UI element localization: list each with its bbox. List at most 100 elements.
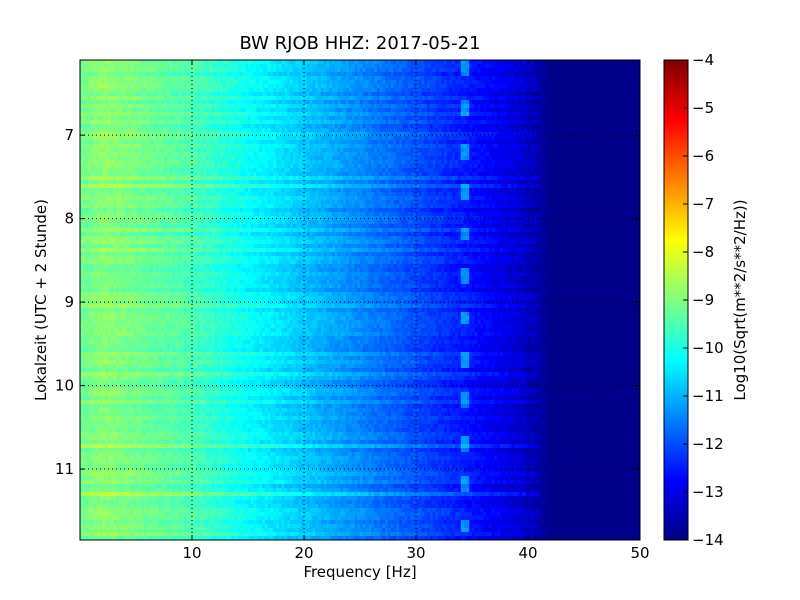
spectrogram-cell bbox=[550, 152, 553, 156]
spectrogram-cell bbox=[256, 92, 259, 96]
spectrogram-cell bbox=[368, 64, 371, 68]
spectrogram-cell bbox=[458, 140, 461, 144]
spectrogram-cell bbox=[349, 132, 352, 136]
spectrogram-cell bbox=[315, 148, 318, 152]
spectrogram-cell bbox=[472, 116, 475, 120]
spectrogram-cell bbox=[237, 124, 240, 128]
spectrogram-cell bbox=[478, 148, 481, 152]
spectrogram-cell bbox=[573, 92, 576, 96]
spectrogram-cell bbox=[475, 68, 478, 72]
spectrogram-cell bbox=[125, 104, 128, 108]
spectrogram-cell bbox=[214, 104, 217, 108]
spectrogram-cell bbox=[116, 148, 119, 152]
spectrogram-cell bbox=[455, 112, 458, 116]
spectrogram-cell bbox=[105, 148, 108, 152]
spectrogram-cell bbox=[494, 120, 497, 124]
spectrogram-cell bbox=[534, 112, 537, 116]
spectrogram-cell bbox=[592, 80, 595, 84]
spectrogram-cell bbox=[573, 80, 576, 84]
spectrogram-cell bbox=[559, 88, 562, 92]
spectrogram-cell bbox=[298, 144, 301, 148]
spectrogram-cell bbox=[626, 124, 629, 128]
spectrogram-cell bbox=[343, 116, 346, 120]
spectrogram-cell bbox=[452, 140, 455, 144]
spectrogram-cell bbox=[497, 120, 500, 124]
spectrogram-cell bbox=[153, 132, 156, 136]
spectrogram-cell bbox=[167, 140, 170, 144]
spectrogram-cell bbox=[296, 60, 299, 64]
spectrogram-cell bbox=[352, 140, 355, 144]
spectrogram-cell bbox=[539, 128, 542, 132]
spectrogram-cell bbox=[506, 60, 509, 64]
spectrogram-cell bbox=[128, 156, 131, 160]
spectrogram-cell bbox=[391, 64, 394, 68]
spectrogram-cell bbox=[385, 104, 388, 108]
spectrogram-cell bbox=[307, 84, 310, 88]
spectrogram-cell bbox=[489, 92, 492, 96]
spectrogram-cell bbox=[503, 96, 506, 100]
spectrogram-cell bbox=[326, 128, 329, 132]
spectrogram-cell bbox=[153, 144, 156, 148]
spectrogram-cell bbox=[130, 100, 133, 104]
spectrogram-cell bbox=[335, 60, 338, 64]
spectrogram-cell bbox=[455, 68, 458, 72]
spectrogram-cell bbox=[497, 72, 500, 76]
spectrogram-cell bbox=[444, 116, 447, 120]
spectrogram-cell bbox=[511, 64, 514, 68]
spectrogram-cell bbox=[172, 72, 175, 76]
spectrogram-cell bbox=[242, 104, 245, 108]
spectrogram-cell bbox=[212, 112, 215, 116]
spectrogram-cell bbox=[332, 88, 335, 92]
spectrogram-cell bbox=[200, 64, 203, 68]
spectrogram-cell bbox=[86, 112, 89, 116]
spectrogram-cell bbox=[354, 136, 357, 140]
spectrogram-cell bbox=[161, 144, 164, 148]
spectrogram-cell bbox=[293, 80, 296, 84]
spectrogram-cell bbox=[326, 108, 329, 112]
spectrogram-cell bbox=[542, 104, 545, 108]
spectrogram-cell bbox=[226, 92, 229, 96]
spectrogram-cell bbox=[223, 92, 226, 96]
spectrogram-cell bbox=[122, 152, 125, 156]
spectrogram-cell bbox=[310, 136, 313, 140]
spectrogram-cell bbox=[318, 112, 321, 116]
spectrogram-cell bbox=[514, 104, 517, 108]
spectrogram-cell bbox=[368, 84, 371, 88]
spectrogram-cell bbox=[217, 140, 220, 144]
spectrogram-cell bbox=[581, 128, 584, 132]
spectrogram-cell bbox=[150, 124, 153, 128]
spectrogram-cell bbox=[206, 120, 209, 124]
spectrogram-cell bbox=[248, 68, 251, 72]
spectrogram-cell bbox=[324, 68, 327, 72]
spectrogram-cell bbox=[492, 72, 495, 76]
spectrogram-cell bbox=[511, 136, 514, 140]
spectrogram-cell bbox=[209, 84, 212, 88]
spectrogram-cell bbox=[133, 116, 136, 120]
spectrogram-cell bbox=[167, 84, 170, 88]
spectrogram-cell bbox=[461, 64, 464, 68]
spectrogram-cell bbox=[147, 88, 150, 92]
spectrogram-cell bbox=[282, 108, 285, 112]
spectrogram-cell bbox=[497, 96, 500, 100]
spectrogram-cell bbox=[559, 108, 562, 112]
spectrogram-cell bbox=[604, 72, 607, 76]
spectrogram-cell bbox=[360, 128, 363, 132]
spectrogram-cell bbox=[514, 108, 517, 112]
spectrogram-cell bbox=[447, 124, 450, 128]
spectrogram-cell bbox=[158, 136, 161, 140]
spectrogram-cell bbox=[606, 128, 609, 132]
spectrogram-cell bbox=[570, 124, 573, 128]
spectrogram-cell bbox=[466, 92, 469, 96]
spectrogram-cell bbox=[161, 80, 164, 84]
spectrogram-cell bbox=[394, 128, 397, 132]
spectrogram-cell bbox=[130, 128, 133, 132]
spectrogram-cell bbox=[83, 124, 86, 128]
spectrogram-cell bbox=[195, 128, 198, 132]
spectrogram-cell bbox=[363, 88, 366, 92]
spectrogram-cell bbox=[615, 144, 618, 148]
spectrogram-cell bbox=[573, 96, 576, 100]
spectrogram-cell bbox=[576, 108, 579, 112]
spectrogram-cell bbox=[606, 96, 609, 100]
spectrogram-cell bbox=[604, 84, 607, 88]
spectrogram-cell bbox=[511, 96, 514, 100]
